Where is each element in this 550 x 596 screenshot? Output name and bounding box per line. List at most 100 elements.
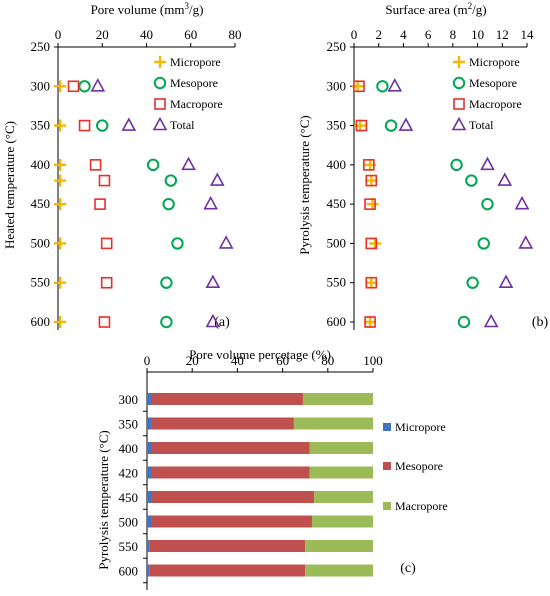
panel-b-legend-label-mesopore: Mesopore <box>469 76 517 90</box>
panel-b-point-total <box>398 117 414 131</box>
panel-a-point-total <box>90 78 106 92</box>
panel-c-y-tick-label: 450 <box>119 490 139 505</box>
panel-c-bar-micropore <box>147 491 152 503</box>
panel-b-x-tick-label: 0 <box>351 27 358 42</box>
panel-c-legend-label-micropore: Micropore <box>395 420 446 434</box>
panel-b-legend-label-total: Total <box>469 118 494 132</box>
panel-b-point-micropore <box>366 198 379 211</box>
panel-a-legend-label-macropore: Macropore <box>170 97 223 111</box>
panel-a-point-mesopore <box>160 276 173 289</box>
panel-c-bar-macropore <box>302 393 373 405</box>
panel-a-legend-label-mesopore: Mesopore <box>170 76 218 90</box>
panel-a-x-tick-label: 80 <box>229 27 242 42</box>
panel-b-point-micropore <box>369 237 382 250</box>
panel-b-point-micropore <box>365 174 378 187</box>
panel-b-point-mesopore <box>450 158 463 172</box>
panel-c-x-tick-label: 60 <box>276 353 289 368</box>
panel-a-point-mesopore <box>96 119 109 132</box>
panel-b-legend-marker-micropore <box>453 56 465 68</box>
panel-b-point-macropore <box>365 276 378 289</box>
panel-c-bar-mesopore <box>151 442 310 454</box>
panel-b-point-mesopore <box>477 237 490 250</box>
panel-c-y-tick-label: 420 <box>119 466 139 481</box>
panel-a-legend-label-micropore: Micropore <box>170 55 221 69</box>
panel-b-y-tick-label: 600 <box>327 314 347 329</box>
panel-b-point-total <box>518 235 534 249</box>
panel-b-x-tick-label: 12 <box>496 27 509 42</box>
panel-a-point-micropore <box>54 158 67 171</box>
panel-a-point-mesopore <box>160 315 173 329</box>
panel-b-legend-label-micropore: Micropore <box>469 55 520 69</box>
panel-b-x-tick-label: 10 <box>471 27 484 42</box>
panel-c-x-tick-label: 80 <box>321 353 334 368</box>
panel-b-point-mesopore <box>481 197 494 211</box>
panel-a-x-tick-label: 40 <box>140 27 153 42</box>
panel-b-y-tick-label: 400 <box>327 157 347 172</box>
panel-b-x-tick-label: 14 <box>521 27 535 42</box>
panel-c-bar-micropore <box>147 466 152 479</box>
panel-c: Pore volume percetage (%) Pyrolysis temp… <box>96 347 448 590</box>
panel-b-point-macropore <box>365 174 378 187</box>
panel-b-y-tick-label: 450 <box>327 196 347 211</box>
panel-a-point-total <box>205 313 221 328</box>
panel-a-y-tick-label: 350 <box>31 118 51 133</box>
panel-a-point-total <box>205 274 221 289</box>
panel-a-point-mesopore <box>146 158 160 172</box>
panel-c-y-tick-label: 500 <box>119 515 139 530</box>
panel-b-x-tick-label: 6 <box>425 27 432 42</box>
panel-b-point-macropore <box>353 80 365 93</box>
panel-c-tag: (c) <box>400 561 416 576</box>
panel-c-y-tick-label: 300 <box>119 392 139 407</box>
panel-c-bar-macropore <box>293 417 373 430</box>
panel-a-point-micropore <box>54 316 67 328</box>
panel-a-point-macropore <box>78 119 91 132</box>
panel-a-y-axis-label: Heated temperature (°C) <box>2 121 17 249</box>
panel-c-legend-swatch-micropore <box>383 423 391 431</box>
panel-a-point-micropore <box>54 174 67 187</box>
panel-a-legend-marker-macropore <box>154 98 166 110</box>
panel-c-x-tick-label: 20 <box>186 353 199 368</box>
panel-a-point-mesopore <box>78 80 91 93</box>
panel-a-point-macropore <box>89 159 102 171</box>
panel-c-bar-mesopore <box>149 564 306 577</box>
panel-c-bar-micropore <box>147 564 150 577</box>
panel-a: Pore volume (mm3/g) Heated temperature (… <box>2 1 242 330</box>
panel-c-legend-swatch-macropore <box>383 502 391 510</box>
panel-a-point-micropore <box>54 276 67 289</box>
panel-c-bar-micropore <box>147 393 152 405</box>
panel-a-y-tick-label: 600 <box>31 314 51 329</box>
panel-b-point-mesopore <box>376 80 389 93</box>
panel-b-point-macropore <box>355 119 368 132</box>
panel-b-y-tick-label: 300 <box>327 78 347 93</box>
panel-a-y-tick-label: 250 <box>31 39 51 54</box>
panel-c-y-axis-label: Pyrolysis temperature (°C) <box>96 430 111 570</box>
panel-a-point-micropore <box>54 80 67 93</box>
panel-b-point-total <box>387 78 403 92</box>
panel-a-point-total <box>203 195 219 210</box>
panel-c-y-tick-label: 400 <box>119 441 139 456</box>
panel-a-point-total <box>209 172 225 186</box>
panel-a-point-micropore <box>54 237 67 250</box>
panel-b-x-tick-label: 8 <box>450 27 457 42</box>
panel-c-bar-mesopore <box>151 466 310 479</box>
panel-b-legend-marker-macropore <box>453 98 465 110</box>
panel-b-legend-label-macropore: Macropore <box>469 97 522 111</box>
panel-a-y-tick-label: 300 <box>31 78 51 93</box>
panel-c-x-tick-label: 40 <box>231 353 244 368</box>
panel-b-point-micropore <box>365 276 378 289</box>
panel-a-point-total <box>218 235 234 249</box>
panel-a-point-macropore <box>98 174 111 187</box>
panel-b-point-total <box>480 156 495 171</box>
panel-b-tag: (b) <box>532 315 549 330</box>
panel-b-point-mesopore <box>384 119 398 132</box>
panel-b-x-axis-label: Surface area (m2/g) <box>385 1 486 17</box>
panel-a-legend-marker-total <box>152 116 168 131</box>
panel-b-point-macropore <box>365 237 378 250</box>
panel-c-x-tick-label: 100 <box>363 353 383 368</box>
panel-b-x-tick-label: 4 <box>400 27 407 42</box>
panel-c-y-tick-label: 550 <box>119 539 139 554</box>
panel-c-bar-mesopore <box>151 515 312 528</box>
panel-c-bar-macropore <box>311 515 373 528</box>
panel-c-y-tick-label: 350 <box>119 417 139 432</box>
